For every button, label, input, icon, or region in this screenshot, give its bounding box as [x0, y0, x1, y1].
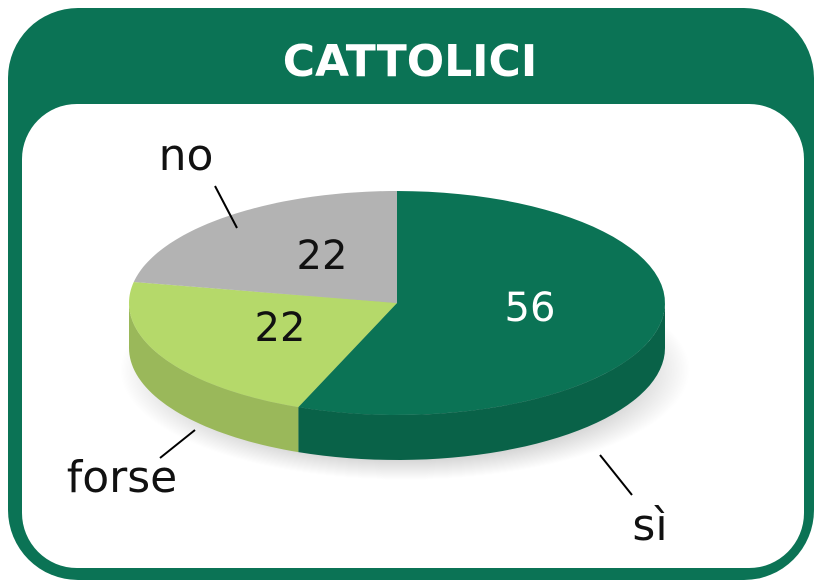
- value-label: 22: [255, 305, 306, 351]
- leader-line: [599, 454, 633, 496]
- pie-side: [298, 303, 665, 460]
- value-label: 56: [505, 285, 556, 331]
- pie-slice: [298, 191, 665, 415]
- pie-slice: [129, 282, 397, 408]
- pie-side: [129, 303, 299, 453]
- value-label: 22: [297, 233, 348, 279]
- category-label: sì: [632, 500, 667, 551]
- leader-line: [214, 185, 238, 229]
- pie-slice: [133, 191, 397, 303]
- category-label: no: [159, 130, 214, 181]
- chart-title: CATTOLICI: [283, 36, 537, 87]
- leader-line: [159, 429, 196, 459]
- category-label: forse: [67, 452, 178, 503]
